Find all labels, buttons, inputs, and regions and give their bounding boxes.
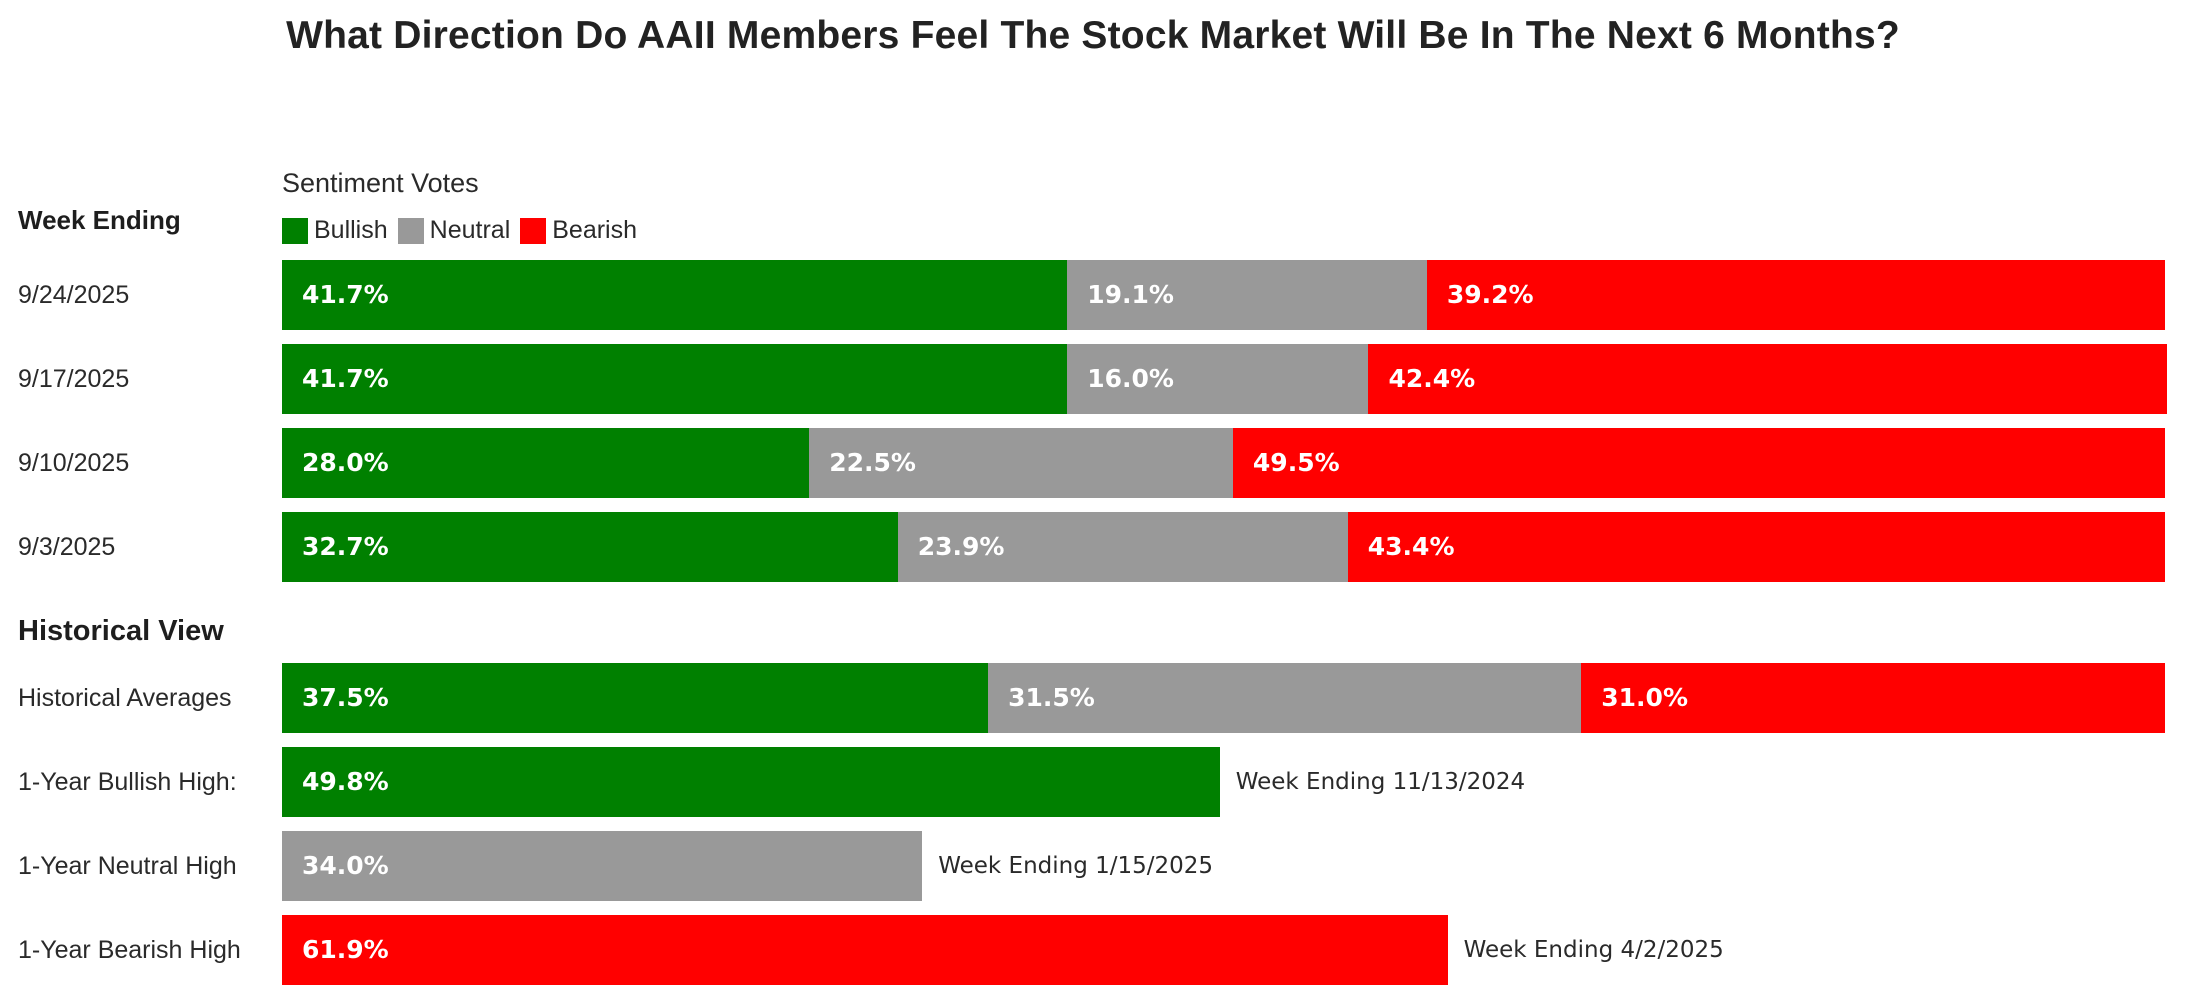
legend-swatch-bullish — [282, 217, 308, 244]
week-row-2-bullish-bar-label: 28.0% — [302, 448, 389, 477]
week-row-1-bearish-bar-label: 42.4% — [1388, 364, 1476, 393]
week-row-0-bullish-bar-label: 41.7% — [302, 280, 389, 309]
historical-averages-label: Historical Averages — [18, 684, 232, 712]
high-bearish-week-note: Week Ending 4/2/2025 — [1463, 937, 1724, 963]
high-bearish-bar: 61.9% — [282, 915, 1448, 985]
week-row-1-bearish-bar: 42.4% — [1368, 344, 2167, 414]
week-row-3-bullish-bar: 32.7% — [282, 512, 898, 582]
week-row-3-neutral-bar-label: 23.9% — [917, 532, 1005, 561]
historical-averages-neutral-bar: 31.5% — [988, 663, 1582, 733]
high-bearish-label: 1-Year Bearish High — [18, 936, 241, 964]
chart-title: What Direction Do AAII Members Feel The … — [286, 14, 1900, 57]
week-row-2-bullish-bar: 28.0% — [282, 428, 810, 498]
week-row-0-neutral-bar: 19.1% — [1067, 260, 1427, 330]
historical-averages-bullish-bar-label: 37.5% — [302, 683, 389, 712]
week-row-2-bearish-bar-label: 49.5% — [1252, 448, 1340, 477]
high-bullish-bar-label: 49.8% — [302, 767, 389, 796]
high-neutral-label: 1-Year Neutral High — [18, 852, 237, 880]
week-row-0-bullish-bar: 41.7% — [282, 260, 1068, 330]
week-row-2-label: 9/10/2025 — [18, 449, 130, 477]
legend-swatch-bearish — [520, 217, 547, 244]
legend-title: Sentiment Votes — [282, 168, 479, 198]
week-row-3-label: 9/3/2025 — [18, 533, 116, 561]
week-row-0-label: 9/24/2025 — [18, 281, 130, 309]
historical-averages-bullish-bar: 37.5% — [282, 663, 989, 733]
high-neutral-week-note: Week Ending 1/15/2025 — [938, 853, 1214, 879]
week-row-2-bearish-bar: 49.5% — [1232, 428, 2165, 498]
legend-label-bullish: Bullish — [314, 216, 388, 244]
historical-averages-bearish-bar: 31.0% — [1581, 663, 2165, 733]
week-row-1-neutral-bar-label: 16.0% — [1087, 364, 1174, 393]
historical-view-header: Historical View — [18, 615, 224, 647]
high-bearish-bar-label: 61.9% — [302, 935, 389, 964]
historical-averages-neutral-bar-label: 31.5% — [1008, 683, 1095, 712]
high-bullish-label: 1-Year Bullish High: — [18, 768, 237, 796]
week-row-1-bullish-bar: 41.7% — [282, 344, 1068, 414]
week-row-0-neutral-bar-label: 19.1% — [1087, 280, 1174, 309]
legend-label-neutral: Neutral — [429, 216, 511, 244]
week-row-3-neutral-bar: 23.9% — [897, 512, 1348, 582]
week-row-1-label: 9/17/2025 — [18, 365, 130, 393]
week-row-1-neutral-bar: 16.0% — [1067, 344, 1369, 414]
legend-item-neutral: Neutral — [397, 216, 511, 245]
high-neutral-bar-label: 34.0% — [302, 851, 389, 880]
week-row-0-bearish-bar-label: 39.2% — [1446, 280, 1534, 309]
high-neutral-bar: 34.0% — [282, 831, 923, 901]
week-row-0-bearish-bar: 39.2% — [1426, 260, 2165, 330]
week-row-3-bearish-bar-label: 43.4% — [1367, 532, 1455, 561]
legend-item-bullish: Bullish — [282, 216, 388, 245]
week-row-2-neutral-bar: 22.5% — [809, 428, 1233, 498]
week-row-1-bullish-bar-label: 41.7% — [302, 364, 389, 393]
legend: Bullish Neutral Bearish — [282, 216, 647, 245]
historical-averages-bearish-bar-label: 31.0% — [1601, 683, 1688, 712]
high-bullish-bar: 49.8% — [282, 747, 1220, 817]
legend-swatch-neutral — [397, 217, 424, 244]
high-bullish-week-note: Week Ending 11/13/2024 — [1235, 769, 1526, 795]
legend-label-bearish: Bearish — [552, 216, 638, 244]
week-ending-header: Week Ending — [18, 205, 181, 235]
legend-item-bearish: Bearish — [520, 216, 637, 245]
week-row-3-bullish-bar-label: 32.7% — [302, 532, 389, 561]
week-row-2-neutral-bar-label: 22.5% — [829, 448, 916, 477]
week-row-3-bearish-bar: 43.4% — [1347, 512, 2165, 582]
